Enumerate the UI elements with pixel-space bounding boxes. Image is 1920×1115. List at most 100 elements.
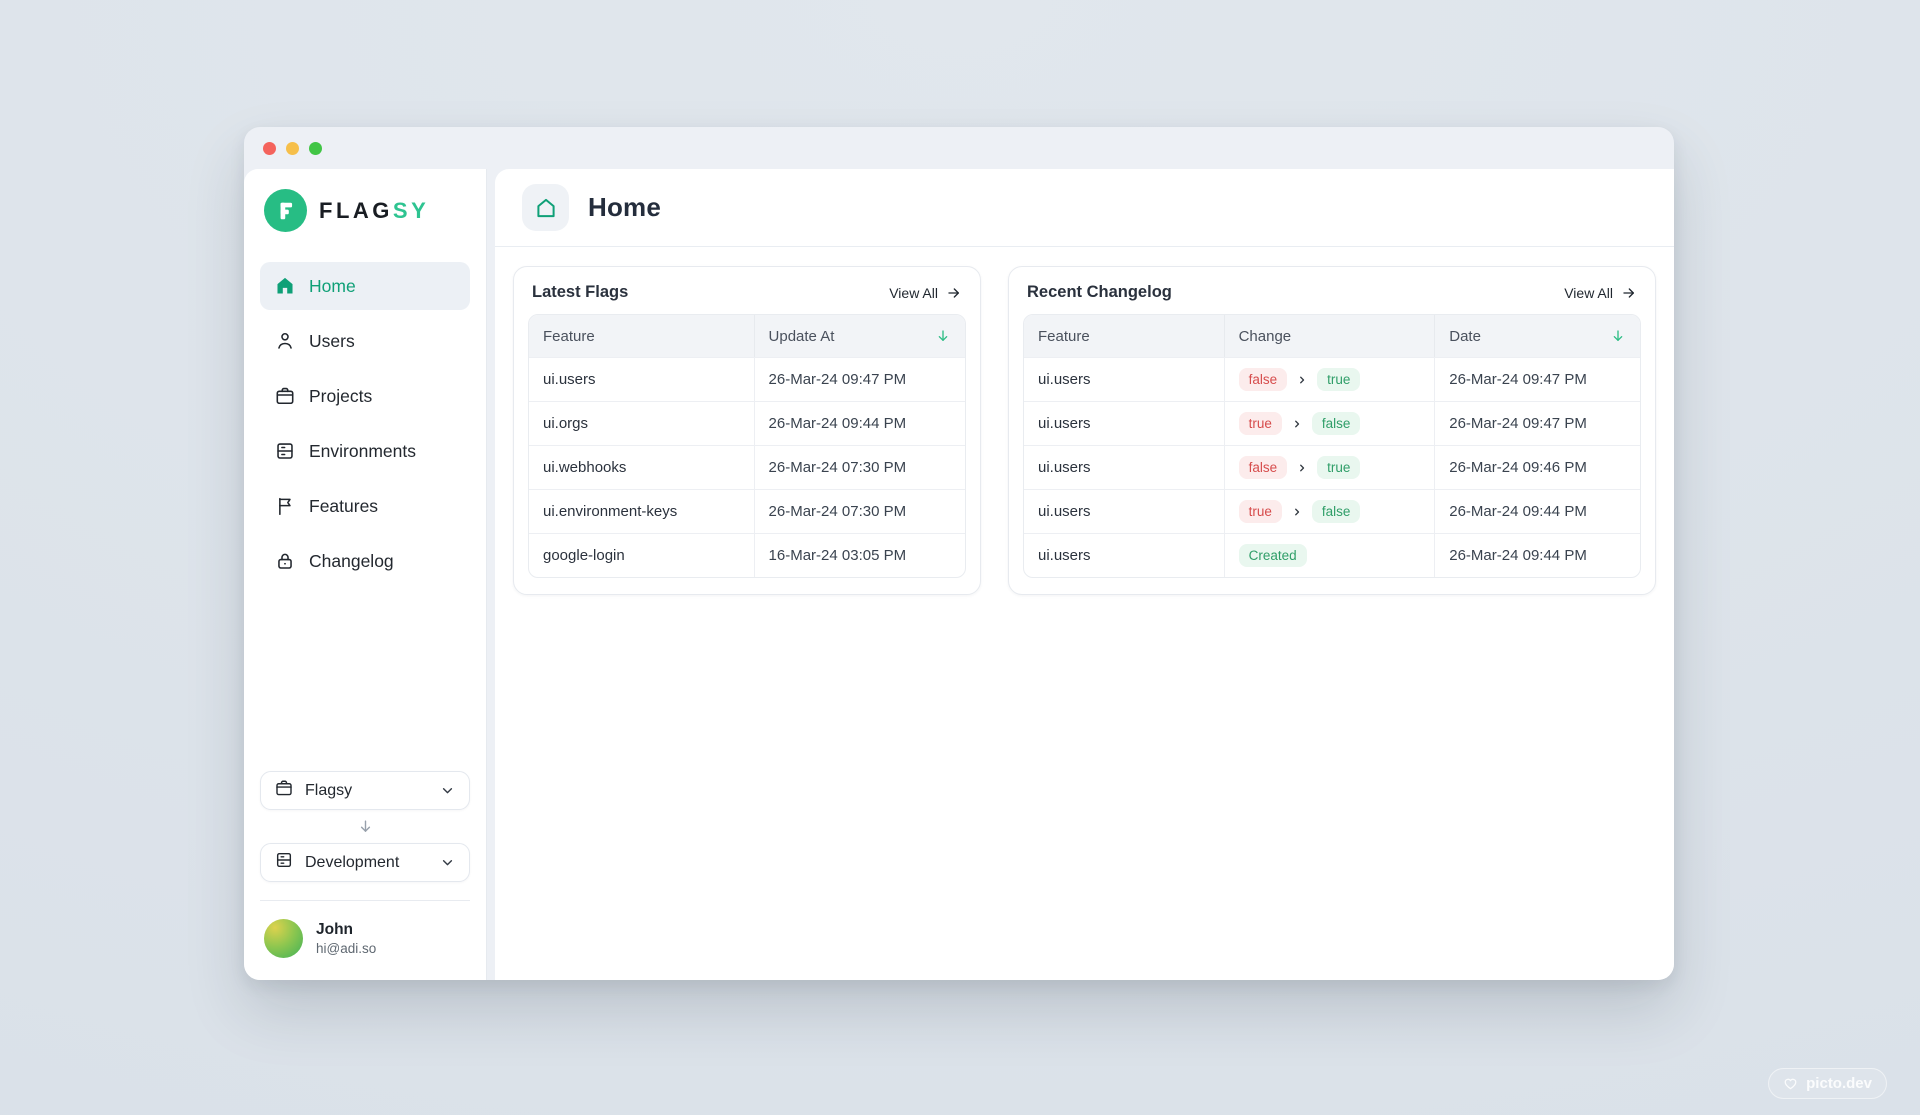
user-email: hi@adi.so: [316, 940, 377, 956]
new-value-badge: false: [1311, 500, 1361, 523]
sidebar-nav: Home Users Projects: [260, 262, 470, 592]
changelog-feature: ui.users: [1038, 547, 1091, 564]
changelog-change: false true: [1223, 358, 1435, 401]
sidebar: FLAGSY Home Users: [244, 169, 487, 980]
chevron-down-icon: [439, 854, 456, 871]
briefcase-icon: [274, 385, 296, 407]
table-row: ui.users true false 26-Mar-24 09:47 PM: [1024, 401, 1640, 445]
recent-changelog-table: Feature Change Date ui.use: [1023, 314, 1641, 578]
chevron-right-icon: [1291, 506, 1303, 518]
user-profile: John hi@adi.so: [260, 917, 470, 960]
sidebar-item-features[interactable]: Features: [260, 482, 470, 530]
sidebar-item-label: Environments: [309, 440, 416, 461]
flag-name: ui.environment-keys: [543, 503, 678, 520]
sidebar-item-projects[interactable]: Projects: [260, 372, 470, 420]
sort-arrow-down-icon[interactable]: [935, 328, 951, 344]
minimize-button[interactable]: [286, 141, 299, 155]
column-header-update-at: Update At: [753, 315, 965, 357]
briefcase-icon: [274, 778, 294, 803]
new-value-badge: false: [1311, 412, 1361, 435]
column-header-date: Date: [1434, 315, 1640, 357]
app-window: FLAGSY Home Users: [244, 127, 1674, 980]
table-header-row: Feature Change Date: [1024, 315, 1640, 357]
table-row: ui.environment-keys 26-Mar-24 07:30 PM: [529, 489, 965, 533]
close-button[interactable]: [263, 141, 276, 155]
changelog-feature: ui.users: [1038, 371, 1091, 388]
environment-select[interactable]: Development: [260, 843, 470, 882]
sort-arrow-down-icon[interactable]: [1610, 328, 1626, 344]
flag-updated-at: 26-Mar-24 07:30 PM: [753, 446, 965, 489]
view-all-changelog-button[interactable]: View All: [1564, 285, 1637, 301]
table-header-row: Feature Update At: [529, 315, 965, 357]
arrow-down-icon: [260, 818, 470, 835]
table-row: ui.orgs 26-Mar-24 09:44 PM: [529, 401, 965, 445]
latest-flags-table: Feature Update At ui.users: [528, 314, 966, 578]
chevron-right-icon: [1296, 374, 1308, 386]
picto-watermark: picto.dev: [1768, 1068, 1887, 1099]
column-header-feature: Feature: [1038, 327, 1090, 345]
changelog-date: 26-Mar-24 09:47 PM: [1434, 358, 1640, 401]
sidebar-item-environments[interactable]: Environments: [260, 427, 470, 475]
app-logo: FLAGSY: [264, 189, 466, 232]
old-value-badge: true: [1238, 500, 1282, 523]
flag-updated-at: 26-Mar-24 09:47 PM: [753, 358, 965, 401]
main-panel: Home Latest Flags View All: [495, 169, 1674, 980]
flag-updated-at: 26-Mar-24 07:30 PM: [753, 490, 965, 533]
card-title: Recent Changelog: [1027, 283, 1172, 301]
watermark-label: picto.dev: [1806, 1075, 1872, 1092]
sidebar-item-label: Home: [309, 275, 356, 296]
avatar: [264, 919, 303, 958]
divider: [260, 900, 470, 901]
home-icon: [274, 275, 296, 297]
maximize-button[interactable]: [309, 141, 322, 155]
flag-name: google-login: [543, 547, 625, 564]
chevron-right-icon: [1296, 462, 1308, 474]
brand-name: FLAGSY: [319, 197, 430, 223]
flag-name: ui.orgs: [543, 415, 589, 432]
sidebar-item-label: Changelog: [309, 550, 394, 571]
sidebar-item-label: Features: [309, 495, 379, 516]
flag-icon: [274, 495, 296, 517]
created-badge: Created: [1238, 544, 1307, 567]
arrow-right-icon: [946, 285, 962, 301]
home-outline-icon: [522, 184, 569, 231]
table-row: ui.users false true 26-Mar-24 09:46 PM: [1024, 445, 1640, 489]
lock-icon: [274, 550, 296, 572]
new-value-badge: true: [1317, 456, 1361, 479]
org-select-value: Flagsy: [305, 781, 353, 799]
org-select[interactable]: Flagsy: [260, 771, 470, 810]
latest-flags-card: Latest Flags View All Feature: [513, 266, 981, 595]
changelog-feature: ui.users: [1038, 415, 1091, 432]
flagsy-logo-icon: [264, 189, 307, 232]
heart-icon: [1783, 1076, 1798, 1091]
view-all-label: View All: [889, 284, 938, 301]
view-all-flags-button[interactable]: View All: [889, 285, 962, 301]
column-header-change: Change: [1223, 315, 1435, 357]
changelog-feature: ui.users: [1038, 459, 1091, 476]
chevron-down-icon: [439, 782, 456, 799]
table-row: ui.users 26-Mar-24 09:47 PM: [529, 357, 965, 401]
flag-name: ui.users: [543, 371, 596, 388]
user-name: John: [316, 920, 354, 938]
old-value-badge: true: [1238, 412, 1282, 435]
changelog-change: true false: [1223, 402, 1435, 445]
changelog-change: Created: [1223, 534, 1435, 577]
table-row: ui.users true false 26-Mar-24 09:44 PM: [1024, 489, 1640, 533]
flag-updated-at: 16-Mar-24 03:05 PM: [753, 534, 965, 577]
table-row: google-login 16-Mar-24 03:05 PM: [529, 533, 965, 577]
changelog-feature: ui.users: [1038, 503, 1091, 520]
changelog-date: 26-Mar-24 09:46 PM: [1434, 446, 1640, 489]
archive-icon: [274, 440, 296, 462]
sidebar-item-users[interactable]: Users: [260, 317, 470, 365]
chevron-right-icon: [1291, 418, 1303, 430]
column-header-feature: Feature: [543, 327, 595, 345]
recent-changelog-card: Recent Changelog View All Feature: [1008, 266, 1656, 595]
table-row: ui.webhooks 26-Mar-24 07:30 PM: [529, 445, 965, 489]
sidebar-item-home[interactable]: Home: [260, 262, 470, 310]
sidebar-item-changelog[interactable]: Changelog: [260, 537, 470, 585]
window-titlebar: [244, 127, 1674, 169]
card-title: Latest Flags: [532, 283, 629, 301]
old-value-badge: false: [1238, 456, 1288, 479]
sidebar-item-label: Users: [309, 330, 355, 351]
